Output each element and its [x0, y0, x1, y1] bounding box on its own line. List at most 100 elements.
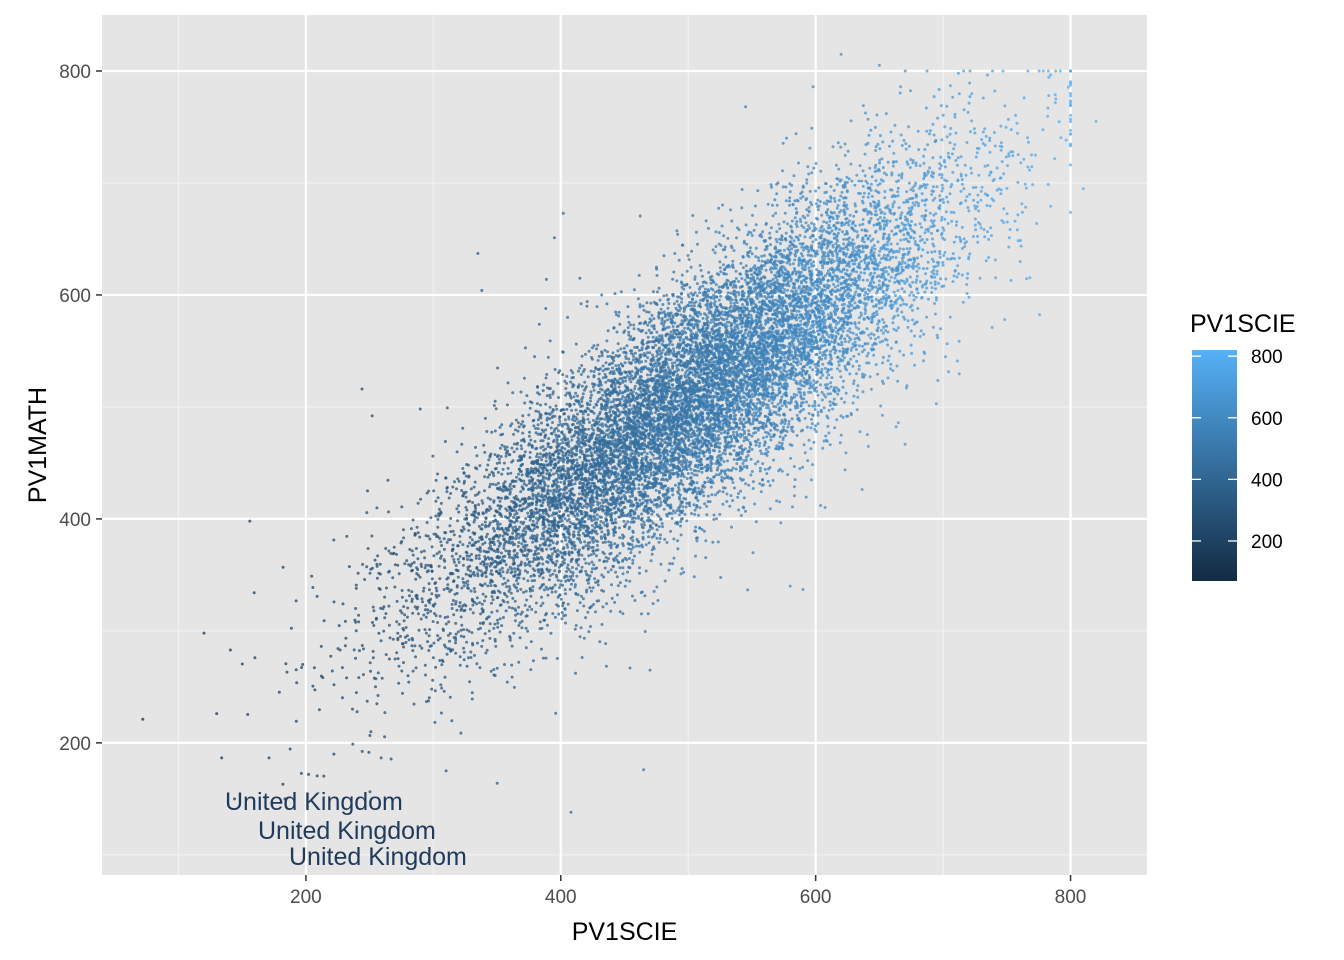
data-point [843, 340, 847, 343]
data-point [780, 469, 784, 473]
data-point [528, 456, 532, 459]
data-point [404, 626, 408, 629]
data-point [740, 206, 744, 210]
data-point [740, 400, 744, 404]
data-point [663, 579, 667, 583]
data-point [535, 521, 539, 525]
data-point [461, 467, 465, 470]
data-point [351, 707, 354, 711]
data-point [644, 359, 648, 363]
data-point [848, 219, 851, 223]
data-point [602, 435, 606, 439]
data-point [891, 164, 895, 168]
data-point [850, 346, 854, 350]
data-point [922, 161, 926, 165]
data-point [724, 255, 728, 259]
data-point [878, 208, 882, 212]
data-point [355, 710, 359, 714]
data-point [495, 455, 499, 459]
data-point [930, 231, 933, 235]
data-point [891, 139, 895, 143]
data-point [731, 481, 735, 484]
data-point [963, 163, 967, 167]
data-point [542, 534, 546, 538]
data-point [319, 644, 323, 648]
data-point [802, 226, 806, 230]
data-point [792, 465, 796, 468]
data-point [679, 479, 683, 483]
data-point [470, 691, 474, 695]
data-point [503, 663, 506, 666]
data-point [500, 443, 504, 447]
data-point [697, 513, 700, 517]
data-point [687, 258, 691, 261]
data-point [575, 567, 578, 571]
data-point [446, 583, 450, 587]
data-point [526, 629, 530, 633]
data-point [832, 260, 836, 263]
data-point [652, 470, 656, 474]
data-point [920, 295, 924, 299]
data-point [837, 198, 841, 202]
data-point [868, 234, 872, 238]
data-point [829, 185, 833, 189]
data-point [454, 638, 458, 642]
data-point [493, 399, 497, 403]
data-point [694, 554, 697, 558]
data-point [711, 540, 715, 544]
data-point [896, 326, 900, 330]
data-point [480, 499, 484, 503]
data-point [771, 298, 775, 302]
data-point [384, 612, 388, 616]
data-point [891, 205, 895, 209]
data-point [732, 249, 736, 253]
data-point [600, 588, 604, 592]
data-point [755, 402, 759, 405]
data-point [576, 563, 580, 567]
data-point [401, 528, 405, 532]
data-point [281, 565, 285, 569]
data-point [861, 184, 865, 188]
data-point [805, 208, 809, 212]
data-point [477, 557, 481, 561]
data-point [781, 185, 785, 189]
data-point [823, 506, 827, 509]
data-point [461, 580, 465, 584]
data-point [389, 757, 393, 761]
data-point [670, 361, 674, 365]
data-point [751, 407, 755, 411]
data-point [530, 445, 534, 449]
data-point [945, 104, 949, 108]
data-point [680, 567, 684, 571]
data-point [844, 314, 848, 318]
data-point [744, 509, 747, 513]
data-point [668, 562, 672, 566]
data-point [426, 611, 430, 615]
data-point [517, 624, 521, 627]
data-point [428, 644, 432, 648]
data-point [569, 577, 573, 581]
data-point [826, 424, 830, 428]
data-point [537, 474, 541, 478]
data-point [946, 151, 950, 155]
data-point [863, 297, 867, 300]
data-point [740, 444, 744, 448]
data-point [750, 273, 754, 277]
data-point [1049, 204, 1053, 208]
data-point [827, 223, 831, 227]
data-point [562, 472, 566, 476]
data-point [697, 423, 701, 426]
data-point [604, 361, 608, 365]
data-point [496, 621, 500, 625]
data-point [794, 207, 798, 211]
data-point [662, 453, 666, 457]
data-point [570, 566, 574, 569]
data-point [437, 550, 441, 554]
data-point [489, 569, 493, 573]
data-point [469, 656, 473, 659]
data-point [375, 506, 379, 510]
data-point [632, 355, 636, 359]
data-point [295, 681, 299, 685]
data-point [612, 533, 616, 537]
data-point [606, 350, 609, 354]
